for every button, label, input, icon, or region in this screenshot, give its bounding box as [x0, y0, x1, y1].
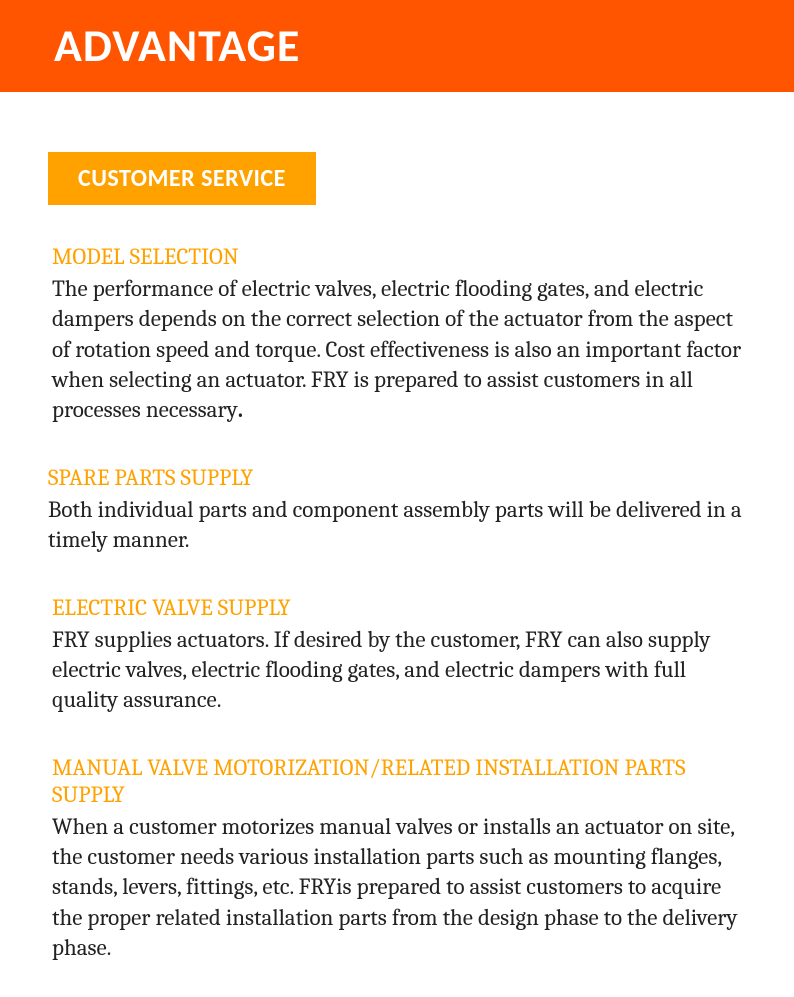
section-electric-valve: ELECTRIC VALVE SUPPLY FRY supplies actua…	[48, 594, 750, 716]
page-title: ADVANTAGE	[54, 18, 794, 74]
section-title: MANUAL VALVE MOTORIZATION/RELATED INSTAL…	[52, 754, 746, 808]
section-body: The performance of electric valves, elec…	[52, 274, 746, 426]
header-banner: ADVANTAGE	[0, 0, 794, 92]
section-title: SPARE PARTS SUPPLY	[48, 464, 746, 491]
section-body: When a customer motorizes manual valves …	[52, 812, 746, 964]
section-body: FRY supplies actuators. If desired by th…	[52, 625, 746, 716]
section-body-text: The performance of electric valves, elec…	[52, 275, 741, 423]
section-title: MODEL SELECTION	[52, 243, 746, 270]
section-model-selection: MODEL SELECTION The performance of elect…	[48, 243, 750, 426]
period: .	[238, 396, 243, 423]
section-body: Both individual parts and component asse…	[48, 495, 746, 556]
section-manual-valve: MANUAL VALVE MOTORIZATION/RELATED INSTAL…	[48, 754, 750, 964]
section-title: ELECTRIC VALVE SUPPLY	[52, 594, 746, 621]
content-area: CUSTOMER SERVICE MODEL SELECTION The per…	[0, 92, 794, 963]
section-spare-parts: SPARE PARTS SUPPLY Both individual parts…	[48, 464, 750, 556]
customer-service-badge: CUSTOMER SERVICE	[48, 152, 316, 205]
